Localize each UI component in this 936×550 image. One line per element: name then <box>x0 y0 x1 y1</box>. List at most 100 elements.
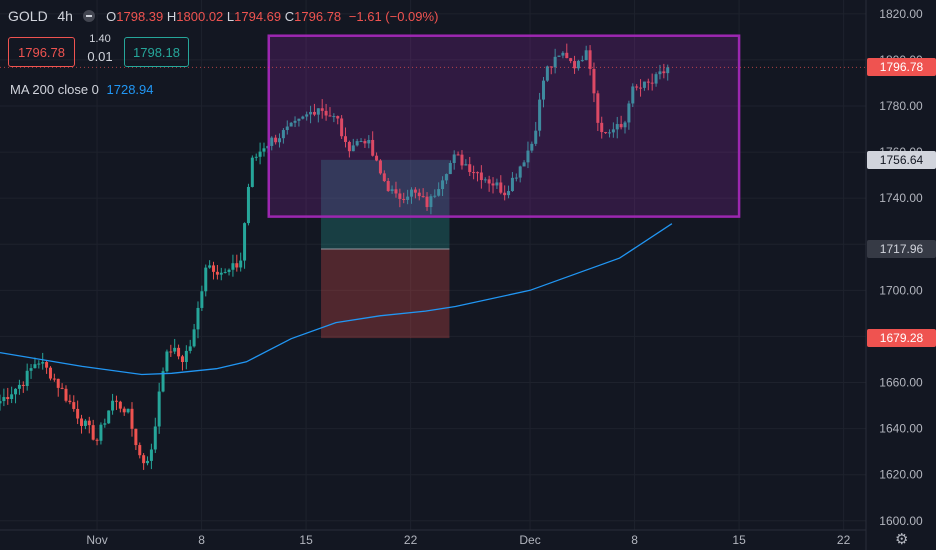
candle-body <box>541 80 545 100</box>
candle-body <box>72 402 76 409</box>
low-value: 1794.69 <box>234 9 282 24</box>
spread-value: 1.40 <box>89 33 111 45</box>
candle-body <box>177 347 181 357</box>
candle-body <box>316 108 320 115</box>
candle-body <box>444 174 448 181</box>
candle-body <box>188 346 192 351</box>
buy-button[interactable]: 1798.18 <box>124 37 189 67</box>
symbol-name[interactable]: GOLD <box>8 8 48 24</box>
candle-body <box>569 58 573 62</box>
price-tick-label: 1620.00 <box>879 468 923 482</box>
candle-body <box>604 132 608 134</box>
candle-body <box>409 189 413 197</box>
sell-button[interactable]: 1796.78 <box>8 37 75 67</box>
ma-label: MA 200 close 0 <box>10 82 99 97</box>
candle-body <box>309 111 313 115</box>
ma200-line <box>0 223 673 376</box>
candle-body <box>421 196 425 198</box>
candle-body <box>448 162 452 175</box>
candle-body <box>107 410 111 424</box>
candle-body <box>157 391 161 427</box>
candle-body <box>64 388 68 401</box>
candle-body <box>239 260 243 268</box>
candle-body <box>83 420 87 426</box>
candle-body <box>375 155 379 161</box>
range-rectangle[interactable] <box>267 34 741 218</box>
candle-body <box>487 179 491 184</box>
candle-body <box>573 61 577 69</box>
time-tick-label: Nov <box>86 533 107 547</box>
candle-body <box>592 68 596 94</box>
candle-body <box>662 71 666 74</box>
candle-body <box>534 130 538 144</box>
candle-body <box>561 52 565 56</box>
ohlc-values: O1798.39 H1800.02 L1794.69 C1796.78 −1.6… <box>106 9 439 24</box>
candle-body <box>17 384 21 389</box>
price-tick-label: 1640.00 <box>879 422 923 436</box>
loss-zone <box>321 248 450 339</box>
time-axis[interactable]: Nov 8 15 22 Dec 8 15 22 <box>0 529 866 547</box>
candle-body <box>526 150 530 163</box>
candle-body <box>530 143 534 151</box>
candle-body <box>394 189 398 194</box>
candle-body <box>518 166 522 178</box>
candle-body <box>495 182 499 186</box>
candle-body <box>289 122 293 127</box>
candle-body <box>215 271 219 275</box>
candle-body <box>91 425 95 440</box>
high-value: 1800.02 <box>176 9 224 24</box>
candle-body <box>235 263 239 268</box>
candle-body <box>243 223 247 261</box>
symbol-legend: GOLD 4h O1798.39 H1800.02 L1794.69 C1796… <box>8 8 438 24</box>
candle-body <box>29 368 33 371</box>
candle-body <box>99 424 103 441</box>
candle-body <box>464 164 468 166</box>
candle-body <box>627 103 631 123</box>
candle-body <box>76 408 80 419</box>
candle-body <box>472 172 476 174</box>
candle-body <box>146 460 150 464</box>
settings-gear-icon[interactable]: ⚙ <box>895 531 909 548</box>
candle-body <box>324 110 328 116</box>
interval-label[interactable]: 4h <box>57 8 73 24</box>
candle-body <box>301 116 305 119</box>
candle-body <box>48 367 52 379</box>
ma200-path <box>0 223 673 376</box>
candle-body <box>635 86 639 88</box>
candle-body <box>169 351 173 353</box>
candle-body <box>192 329 196 347</box>
price-axis[interactable]: 1600.001620.001640.001660.001680.001700.… <box>865 0 923 550</box>
candle-body <box>367 139 371 144</box>
candle-body <box>355 141 359 146</box>
candle-body <box>320 108 324 111</box>
candle-body <box>138 445 142 456</box>
price-tick-label: 1660.00 <box>879 376 923 390</box>
candle-body <box>378 160 382 174</box>
time-tick-label: 8 <box>198 533 205 547</box>
candle-body <box>258 151 262 157</box>
candle-body <box>402 198 406 200</box>
candle-body <box>56 378 60 388</box>
ma-legend[interactable]: MA 200 close 0 1728.94 <box>10 82 154 97</box>
candle-body <box>433 195 437 197</box>
candle-body <box>619 124 623 128</box>
candle-body <box>441 180 445 190</box>
candle-body <box>184 350 188 362</box>
candle-body <box>196 307 200 330</box>
ma-value: 1728.94 <box>106 82 154 97</box>
range-box-rect <box>267 34 741 218</box>
candle-body <box>231 263 235 270</box>
price-tick-label: 1820.00 <box>879 7 923 21</box>
candle-body <box>596 93 600 123</box>
candle-body <box>103 423 107 425</box>
candle-body <box>281 130 285 139</box>
candle-body <box>600 122 604 133</box>
candle-body <box>468 164 472 173</box>
time-tick-label: 8 <box>631 533 638 547</box>
candle-body <box>142 455 146 464</box>
lot-size-input[interactable]: 0.01 <box>87 49 113 64</box>
candle-body <box>250 157 254 187</box>
candle-body <box>417 192 421 197</box>
collapse-icon[interactable] <box>82 10 95 22</box>
